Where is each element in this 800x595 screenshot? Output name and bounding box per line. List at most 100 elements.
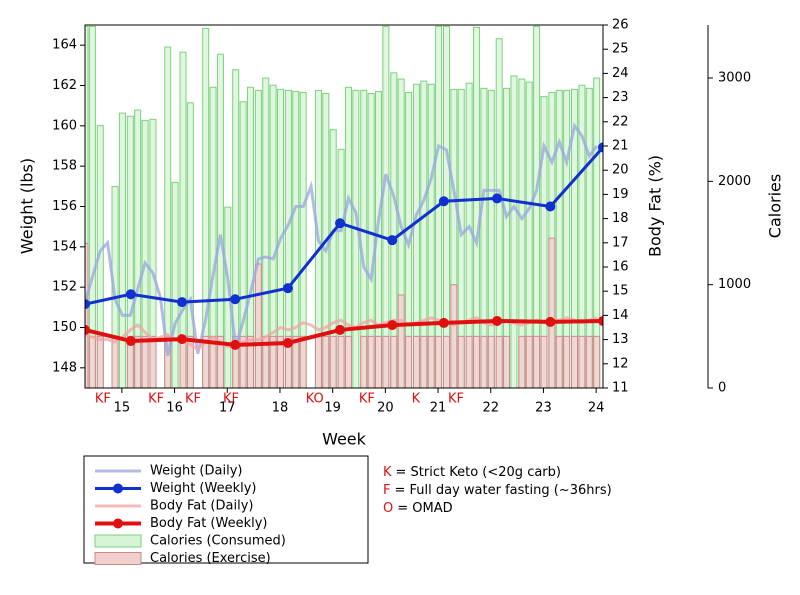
series-marker bbox=[282, 283, 293, 294]
note-key: K bbox=[383, 465, 392, 480]
y2-tick-label: 14 bbox=[612, 308, 629, 323]
x-tick-label: 18 bbox=[272, 401, 289, 416]
calorie-bar bbox=[495, 335, 503, 388]
y-tick-label: 160 bbox=[52, 118, 77, 133]
calorie-bar bbox=[450, 284, 458, 388]
note: O = OMAD bbox=[383, 501, 453, 516]
day-label: K bbox=[412, 392, 421, 407]
calorie-bar bbox=[292, 335, 300, 388]
calorie-bar bbox=[299, 335, 307, 388]
calorie-bar bbox=[473, 26, 481, 388]
y-tick-label: 152 bbox=[52, 280, 77, 295]
calorie-bar bbox=[85, 25, 89, 388]
calorie-bar bbox=[473, 335, 481, 388]
calorie-bar bbox=[412, 335, 420, 388]
note-key: F bbox=[383, 483, 390, 498]
day-label: KF bbox=[148, 392, 164, 407]
calorie-bar bbox=[427, 335, 435, 388]
y2-tick-label: 24 bbox=[612, 66, 629, 81]
day-label: KF bbox=[223, 392, 239, 407]
calorie-bar bbox=[390, 72, 398, 388]
calorie-bar bbox=[292, 90, 300, 388]
series-marker bbox=[387, 320, 398, 331]
day-label: KF bbox=[185, 392, 201, 407]
calorie-bar bbox=[435, 335, 443, 388]
calorie-bar bbox=[382, 25, 390, 388]
legend-label: Body Fat (Daily) bbox=[150, 499, 253, 514]
calorie-bar bbox=[375, 335, 383, 388]
calorie-bar bbox=[593, 335, 601, 388]
calorie-bar bbox=[134, 335, 142, 388]
legend-marker bbox=[113, 518, 123, 529]
calorie-bar bbox=[134, 109, 142, 388]
calorie-bar bbox=[314, 335, 322, 388]
y-axis-label: Weight (lbs) bbox=[18, 158, 37, 254]
y2-tick-label: 13 bbox=[612, 332, 629, 347]
calorie-bar bbox=[518, 335, 526, 388]
y-tick-label: 154 bbox=[52, 239, 77, 254]
x-tick-label: 15 bbox=[114, 401, 131, 416]
calorie-bar bbox=[118, 112, 126, 388]
note: K = Strict Keto (<20g carb) bbox=[383, 465, 561, 480]
y-tick-label: 150 bbox=[52, 320, 77, 335]
y2-tick-label: 23 bbox=[612, 90, 629, 105]
series-marker bbox=[125, 289, 136, 300]
calorie-bar bbox=[382, 335, 390, 388]
note-text: = OMAD bbox=[397, 501, 452, 516]
x-tick-label: 23 bbox=[535, 401, 552, 416]
day-label: KF bbox=[359, 392, 375, 407]
calorie-bar bbox=[360, 335, 368, 388]
note-key: O bbox=[383, 501, 393, 516]
series-marker bbox=[335, 218, 346, 229]
calorie-bar bbox=[397, 294, 405, 388]
calorie-bar bbox=[352, 89, 360, 388]
calorie-bar bbox=[88, 335, 96, 388]
series-marker bbox=[492, 315, 503, 326]
y-tick-label: 164 bbox=[52, 38, 77, 53]
calorie-bar bbox=[254, 263, 262, 388]
y-tick-label: 156 bbox=[52, 199, 77, 214]
calorie-bar bbox=[141, 335, 149, 388]
calorie-bar bbox=[585, 87, 593, 388]
series-marker bbox=[176, 297, 187, 308]
series-marker bbox=[230, 294, 241, 305]
calorie-bar bbox=[111, 335, 119, 388]
bar-layer bbox=[85, 25, 601, 388]
legend-items: Weight (Daily) Weight (Weekly) Body Fat (D… bbox=[94, 464, 286, 566]
calorie-bar bbox=[232, 69, 240, 388]
y2-tick-label: 15 bbox=[612, 284, 629, 299]
calorie-bar bbox=[571, 335, 579, 388]
legend-marker bbox=[113, 483, 123, 494]
series-marker bbox=[598, 142, 603, 153]
calorie-bar bbox=[503, 335, 511, 388]
x-axis-label: Week bbox=[322, 430, 367, 449]
y2-tick-label: 22 bbox=[612, 114, 629, 129]
calorie-bar bbox=[578, 84, 586, 388]
calorie-bar bbox=[337, 148, 345, 388]
calorie-bar bbox=[126, 115, 134, 388]
series-marker bbox=[438, 317, 449, 328]
series-marker bbox=[598, 315, 603, 326]
x-tick-label: 22 bbox=[482, 401, 499, 416]
calorie-bar bbox=[269, 84, 277, 388]
note-text: = Full day water fasting (~36hrs) bbox=[394, 483, 611, 498]
calorie-bar bbox=[367, 335, 375, 388]
series-line bbox=[85, 122, 598, 357]
calorie-bar bbox=[465, 335, 473, 388]
calorie-bar bbox=[322, 335, 330, 388]
legend-swatch bbox=[94, 534, 142, 548]
y2-tick-label: 17 bbox=[612, 235, 629, 250]
y-tick-label: 148 bbox=[52, 360, 77, 375]
calorie-bar bbox=[503, 87, 511, 388]
calorie-bar bbox=[533, 25, 541, 388]
day-label: KF bbox=[448, 392, 464, 407]
y3-axis-label: Calories bbox=[766, 174, 785, 238]
calorie-bar bbox=[96, 335, 104, 388]
series-marker bbox=[282, 337, 293, 348]
calorie-bar bbox=[540, 335, 548, 388]
legend-swatch bbox=[94, 552, 142, 565]
calorie-bar bbox=[390, 335, 398, 388]
legend-label: Calories (Consumed) bbox=[150, 534, 286, 549]
calorie-bar bbox=[548, 237, 556, 388]
